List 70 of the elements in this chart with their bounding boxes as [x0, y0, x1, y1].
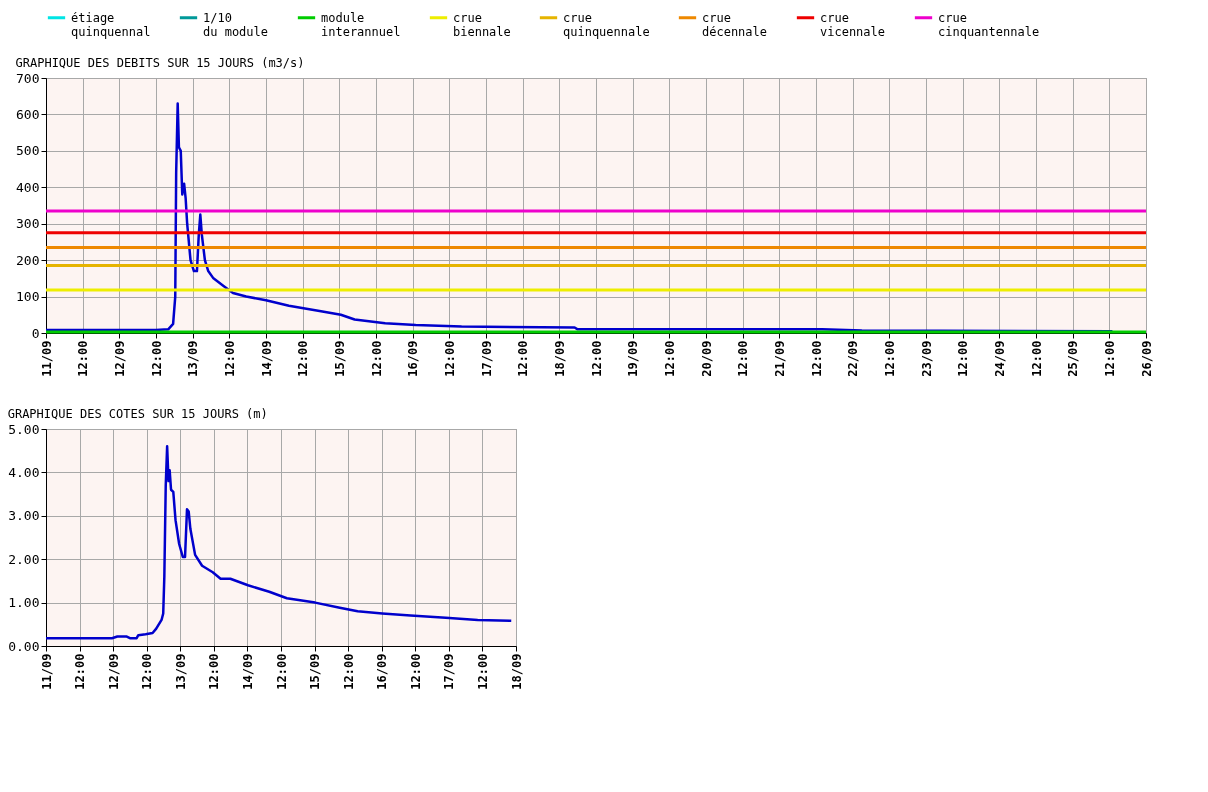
- legend-label: crue biennale: [453, 10, 511, 39]
- x-tick-label: 12:00: [882, 340, 897, 377]
- y-tick-label: 400: [16, 179, 40, 195]
- y-tick-label: 1.00: [8, 595, 40, 611]
- y-tick-label: 100: [16, 289, 40, 305]
- x-tick-label: 12/09: [112, 340, 127, 377]
- x-tick-label: 24/09: [992, 340, 1007, 377]
- x-tick-label: 23/09: [919, 340, 934, 377]
- x-tick-label: 12:00: [809, 340, 824, 377]
- x-tick-label: 12:00: [207, 653, 222, 690]
- x-tick-label: 17/09: [442, 653, 457, 690]
- x-tick-label: 12:00: [736, 340, 751, 377]
- x-tick-label: 21/09: [772, 340, 787, 377]
- x-tick-label: 12:00: [296, 340, 311, 377]
- chart-title: GRAPHIQUE DES COTES SUR 15 JOURS (m): [7, 407, 268, 421]
- y-tick-label: 5.00: [8, 421, 40, 437]
- x-tick-label: 12:00: [1102, 340, 1117, 377]
- legend-label: crue quinquennale: [563, 10, 650, 39]
- x-tick-label: 12:00: [516, 340, 531, 377]
- x-tick-label: 12:00: [1029, 340, 1044, 377]
- x-tick-label: 14/09: [240, 653, 255, 690]
- chart-title: GRAPHIQUE DES DEBITS SUR 15 JOURS (m3/s): [15, 56, 305, 70]
- x-tick-label: 15/09: [308, 653, 323, 690]
- x-tick-label: 12:00: [76, 340, 91, 377]
- x-tick-label: 20/09: [699, 340, 714, 377]
- legend-label: crue cinquantennale: [938, 10, 1040, 39]
- x-tick-label: 12:00: [475, 653, 490, 690]
- x-tick-label: 18/09: [552, 340, 567, 377]
- x-tick-label: 11/09: [39, 340, 54, 377]
- x-tick-label: 13/09: [173, 653, 188, 690]
- x-tick-label: 14/09: [259, 340, 274, 377]
- x-tick-label: 16/09: [406, 340, 421, 377]
- legend-label: crue décennale: [702, 10, 768, 39]
- x-tick-label: 11/09: [39, 653, 54, 690]
- x-tick-label: 12:00: [140, 653, 155, 690]
- x-tick-label: 25/09: [1066, 340, 1081, 377]
- y-tick-label: 600: [16, 106, 40, 122]
- x-tick-label: 12:00: [408, 653, 423, 690]
- x-tick-label: 12:00: [442, 340, 457, 377]
- x-tick-label: 19/09: [626, 340, 641, 377]
- x-tick-label: 13/09: [186, 340, 201, 377]
- legend-label: module interannuel: [321, 10, 401, 39]
- x-tick-label: 12:00: [956, 340, 971, 377]
- y-tick-label: 0.00: [8, 638, 40, 654]
- x-tick-label: 12:00: [589, 340, 604, 377]
- x-tick-label: 12:00: [274, 653, 289, 690]
- x-tick-label: 12:00: [369, 340, 384, 377]
- x-tick-label: 12:00: [662, 340, 677, 377]
- y-tick-label: 300: [16, 216, 40, 232]
- y-tick-label: 200: [16, 252, 40, 268]
- x-tick-label: 12/09: [106, 653, 121, 690]
- x-tick-label: 12:00: [149, 340, 164, 377]
- y-tick-label: 700: [16, 70, 40, 86]
- x-tick-label: 17/09: [479, 340, 494, 377]
- y-tick-label: 500: [16, 143, 40, 159]
- x-tick-label: 26/09: [1139, 340, 1154, 377]
- text: étiage quinquennal: [71, 10, 151, 39]
- x-tick-label: 15/09: [332, 340, 347, 377]
- text: 1/10 du module: [203, 10, 269, 39]
- y-tick-label: 3.00: [8, 508, 40, 524]
- x-tick-label: 16/09: [375, 653, 390, 690]
- x-tick-label: 12:00: [341, 653, 356, 690]
- y-tick-label: 4.00: [8, 464, 40, 480]
- x-tick-label: 22/09: [846, 340, 861, 377]
- legend-label: crue vicennale: [820, 10, 886, 39]
- x-tick-label: 12:00: [73, 653, 88, 690]
- y-tick-label: 2.00: [8, 551, 40, 567]
- y-tick-label: 0: [31, 325, 40, 341]
- x-tick-label: 18/09: [509, 653, 524, 690]
- x-tick-label: 12:00: [222, 340, 237, 377]
